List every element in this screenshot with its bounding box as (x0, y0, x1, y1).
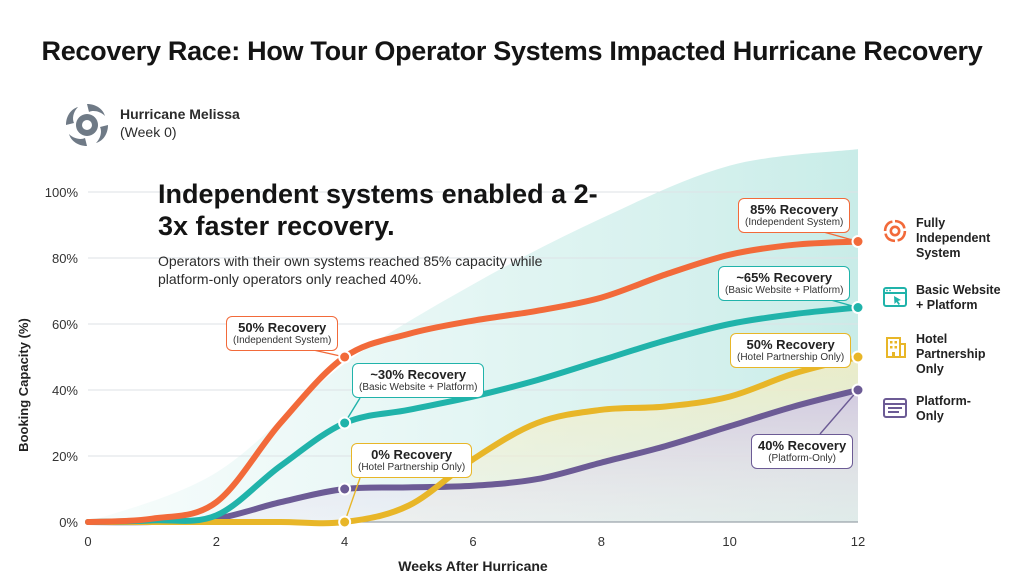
callout-value: 0% Recovery (371, 447, 453, 462)
legend-label: Basic Website + Platform (916, 283, 1001, 312)
callout-basic-week4: ~30% Recovery (Basic Website + Platform) (352, 363, 485, 398)
callout-value: 50% Recovery (238, 320, 327, 335)
callout-series: (Basic Website + Platform) (359, 382, 478, 393)
callout-hotel-week12: 50% Recovery (Hotel Partnership Only) (730, 333, 852, 368)
x-axis-label: Weeks After Hurricane (398, 558, 548, 574)
callout-value: ~30% Recovery (370, 367, 467, 382)
x-tick-label: 10 (722, 534, 736, 549)
callout-independent-week12: 85% Recovery (Independent System) (738, 198, 851, 233)
callout-hotel-week4: 0% Recovery (Hotel Partnership Only) (351, 443, 473, 478)
callout-basic-week12: ~65% Recovery (Basic Website + Platform) (718, 266, 851, 301)
series-markers (338, 235, 865, 529)
callout-series: (Platform-Only) (768, 453, 836, 464)
line-hotel (85, 354, 861, 527)
y-tick-label: 0% (59, 515, 78, 530)
legend-label: Fully Independent System (916, 216, 991, 260)
callout-series: (Independent System) (745, 217, 844, 228)
callout-platform-week12: 40% Recovery (Platform-Only) (751, 434, 854, 469)
chart-title: Recovery Race: How Tour Operator Systems… (41, 36, 983, 66)
callout-series: (Independent System) (233, 335, 332, 346)
marker-hotel (338, 515, 352, 529)
y-tick-label: 80% (52, 251, 78, 266)
hurricane-marker: Hurricane Melissa (Week 0) (62, 100, 282, 150)
list-icon (883, 398, 907, 418)
subtext: Operators with their own systems reached… (158, 253, 543, 287)
x-tick-label: 6 (469, 534, 476, 549)
line-platform (85, 387, 861, 526)
hurricane-name: Hurricane Melissa (120, 106, 240, 122)
marker-independent (338, 350, 352, 364)
marker-platform (338, 482, 352, 496)
legend-label: Hotel Partnership Only (916, 332, 986, 376)
x-tick-label: 12 (851, 534, 865, 549)
line-independent (85, 238, 861, 525)
callout-series: (Hotel Partnership Only) (358, 462, 466, 473)
series-fills (88, 357, 858, 524)
callout-value: 85% Recovery (750, 202, 839, 217)
marker-hotel (851, 350, 865, 364)
browser-icon (883, 287, 907, 307)
marker-basic (338, 416, 352, 430)
x-tick-label: 2 (213, 534, 220, 549)
hurricane-icon (66, 104, 108, 146)
fill-platform (88, 390, 858, 523)
x-tick-label: 8 (598, 534, 605, 549)
x-tick-label: 4 (341, 534, 348, 549)
x-tick-label: 0 (84, 534, 91, 549)
y-tick-label: 20% (52, 449, 78, 464)
callout-connector (344, 477, 361, 523)
callout-independent-week4: 50% Recovery (Independent System) (226, 316, 339, 351)
callout-value: 50% Recovery (746, 337, 835, 352)
callout-value: ~65% Recovery (736, 270, 833, 285)
hurricane-icon (883, 219, 907, 243)
callout-series: (Basic Website + Platform) (725, 285, 844, 296)
callout-value: 40% Recovery (758, 438, 847, 453)
legend-label: Platform- Only (916, 394, 971, 423)
hurricane-week: (Week 0) (120, 124, 177, 140)
y-tick-label: 40% (52, 383, 78, 398)
marker-independent (851, 235, 865, 248)
legend-item-independent: Fully Independent System (882, 216, 1022, 262)
legend-item-platform: Platform- Only (882, 394, 1022, 440)
hotel-icon (886, 337, 906, 358)
y-tick-label: 60% (52, 317, 78, 332)
marker-basic (851, 301, 865, 314)
legend-item-basic: Basic Website + Platform (882, 283, 1022, 329)
headline: Independent systems enabled a 2-3x faste… (158, 179, 598, 241)
y-axis-label: Booking Capacity (%) (16, 318, 31, 452)
tick-labels: 0% 20% 40% 60% 80% 100% 0 2 4 6 8 10 12 Weeks After H… (16, 185, 865, 574)
y-tick-label: 100% (45, 185, 79, 200)
callout-connector (819, 389, 859, 435)
marker-platform (851, 383, 865, 397)
legend-item-hotel: Hotel Partnership Only (882, 332, 1022, 378)
callout-series: (Hotel Partnership Only) (737, 352, 845, 363)
